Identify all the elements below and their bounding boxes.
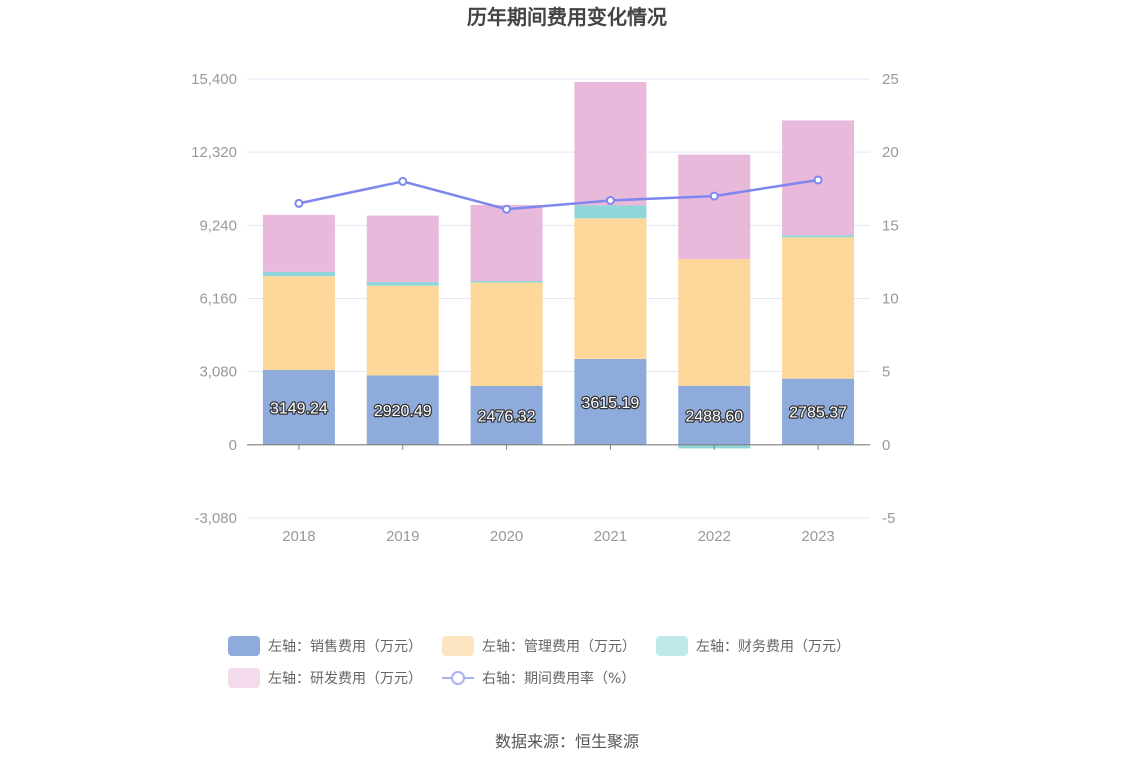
y-right-tick-label: 5 xyxy=(882,364,890,381)
chart-title: 历年期间费用变化情况 xyxy=(467,5,667,29)
y-left-tick-label: 3,080 xyxy=(199,364,237,381)
sales-value-label: 3615.19 xyxy=(581,395,639,412)
sales-value-label: 2920.49 xyxy=(374,403,432,420)
sales-value-label: 2476.32 xyxy=(478,408,536,425)
sales-value-label: 3149.24 xyxy=(270,400,328,417)
axes: -3,080 -5 0 0 3,080 5 6,160 10 9,240 15 12,320 20 15… xyxy=(191,71,899,545)
bar-segment xyxy=(366,215,439,283)
bar-series xyxy=(262,81,855,449)
sales-value-label: 2785.37 xyxy=(789,405,847,422)
bar-segment xyxy=(782,237,855,379)
bar-segment xyxy=(262,214,335,272)
legend-swatch-sales xyxy=(228,636,260,656)
bar-segment xyxy=(262,370,335,445)
bar-segment xyxy=(366,285,439,376)
y-right-tick-label: 0 xyxy=(882,437,890,454)
y-left-tick-label: 6,160 xyxy=(199,291,237,308)
legend-swatch-admin xyxy=(442,636,474,656)
bar-segment xyxy=(470,281,543,283)
legend-item-ratio[interactable]: 右轴：期间费用率（%） xyxy=(442,668,635,688)
ratio-point xyxy=(709,191,719,201)
ratio-point xyxy=(813,175,823,185)
bar-segment xyxy=(574,205,647,219)
legend-line-icon xyxy=(442,668,474,688)
legend-label-sales: 左轴：销售费用（万元） xyxy=(268,639,422,655)
bar-segment xyxy=(678,385,751,445)
bar-segment xyxy=(262,271,335,277)
bar-segment xyxy=(678,259,751,386)
x-tick-label: 2023 xyxy=(801,528,834,545)
bar-segment xyxy=(470,204,543,282)
bar-segment xyxy=(782,378,855,445)
bar-segment xyxy=(470,386,543,445)
legend-label-finance: 左轴：财务费用（万元） xyxy=(696,639,850,655)
bar-segment xyxy=(574,218,647,359)
data-source: 数据来源：恒生聚源 xyxy=(494,732,639,751)
y-left-tick-label: 0 xyxy=(229,437,237,454)
bar-segment xyxy=(366,282,439,286)
legend-label-rd: 左轴：研发费用（万元） xyxy=(268,671,422,687)
bar-segment xyxy=(262,276,335,371)
legend-swatch-rd xyxy=(228,668,260,688)
ratio-point xyxy=(502,204,512,214)
x-tick-label: 2021 xyxy=(594,528,627,545)
x-tick-label: 2022 xyxy=(698,528,731,545)
y-right-tick-label: 15 xyxy=(882,217,899,234)
expense-chart: 历年期间费用变化情况 -3,080 -5 0 0 3,080 5 6,160 10 9,240 1… xyxy=(191,5,899,545)
legend-item-rd[interactable]: 左轴：研发费用（万元） xyxy=(228,668,422,688)
x-tick-label: 2018 xyxy=(282,528,315,545)
ratio-point xyxy=(605,195,615,205)
legend-label-ratio: 右轴：期间费用率（%） xyxy=(482,671,636,687)
data-labels: 3149.24 2920.49 2476.32 3615.19 2488.60 2785.… xyxy=(269,394,849,427)
bar-segment xyxy=(574,81,647,206)
legend-swatch-finance xyxy=(656,636,688,656)
y-right-tick-label: 20 xyxy=(882,144,899,161)
bar-segment xyxy=(782,235,855,238)
y-left-tick-label: 9,240 xyxy=(199,217,237,234)
ratio-line-path xyxy=(298,178,819,211)
grid-lines xyxy=(247,78,870,519)
bar-segment xyxy=(366,375,439,445)
bar-segment xyxy=(470,282,543,387)
y-right-tick-label: 25 xyxy=(882,71,899,88)
legend-item-sales[interactable]: 左轴：销售费用（万元） xyxy=(228,636,422,656)
expense-ratio-line xyxy=(294,175,823,214)
legend: 左轴：销售费用（万元） 左轴：管理费用（万元） 左轴：财务费用（万元） 左轴：研… xyxy=(228,630,928,694)
ratio-point xyxy=(398,176,408,186)
legend-item-finance[interactable]: 左轴：财务费用（万元） xyxy=(656,636,850,656)
legend-label-admin: 左轴：管理费用（万元） xyxy=(482,639,636,655)
ratio-point xyxy=(294,198,304,208)
y-left-tick-label: 15,400 xyxy=(191,71,237,88)
bar-segment xyxy=(574,358,647,445)
y-right-tick-label: -5 xyxy=(882,510,895,527)
y-right-tick-label: 10 xyxy=(882,291,899,308)
y-left-tick-label: 12,320 xyxy=(191,144,237,161)
legend-item-admin[interactable]: 左轴：管理费用（万元） xyxy=(442,636,636,656)
x-tick-label: 2019 xyxy=(386,528,419,545)
y-left-tick-label: -3,080 xyxy=(194,510,237,527)
x-tick-label: 2020 xyxy=(490,528,523,545)
bar-segment xyxy=(678,154,751,260)
sales-value-label: 2488.60 xyxy=(685,408,743,425)
